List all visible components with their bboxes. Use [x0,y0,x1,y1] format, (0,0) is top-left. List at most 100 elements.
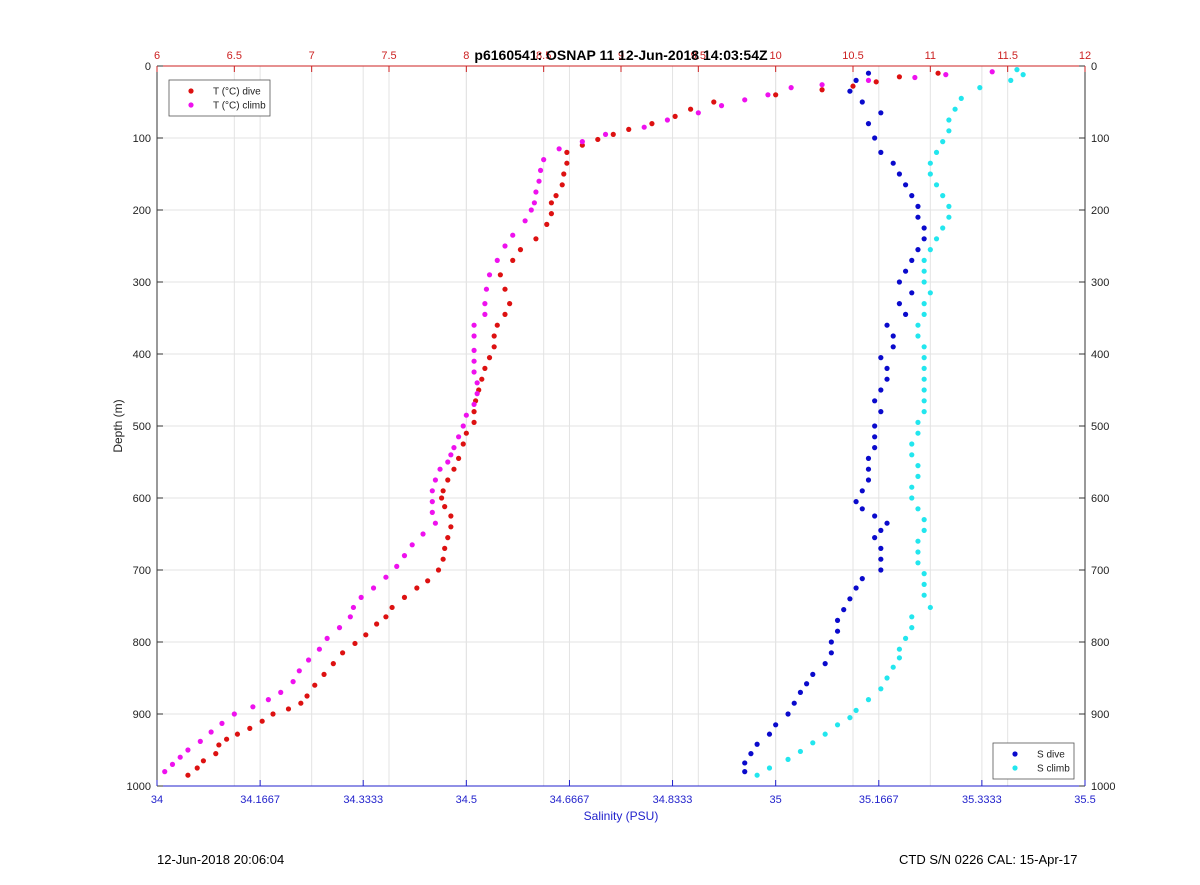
legend-salinity: S dive S climb [992,742,1075,780]
data-point [649,121,655,127]
y-tick-label-right: 100 [1091,133,1109,145]
data-point [432,520,438,526]
data-point [933,236,940,242]
data-point [765,92,771,98]
bottom-tick-label: 34.3333 [343,794,383,806]
x-axis-label: Salinity (PSU) [584,809,659,823]
data-point [788,85,794,91]
data-point [872,434,878,440]
data-point [896,171,903,177]
data-point [878,110,884,116]
y-axis-label: Depth (m) [111,399,125,452]
y-tick-label-right: 1000 [1091,781,1115,793]
data-point [440,556,446,562]
data-point [460,441,466,447]
legend-marker [1012,765,1018,771]
legend-label: T (°C) climb [213,101,266,112]
data-point [940,139,946,145]
data-point [564,149,570,155]
data-point [602,131,609,137]
data-point [541,157,547,163]
bottom-tick-label: 35.3333 [962,794,1002,806]
data-point [915,463,921,469]
data-point [324,635,330,642]
data-point [429,488,435,494]
data-point [482,365,488,371]
data-point [442,545,448,552]
data-point [878,387,884,393]
data-point [859,99,865,105]
data-point [909,257,915,263]
y-tick-label: 400 [133,349,151,361]
legend-box [168,79,271,117]
data-point [896,655,903,661]
data-point [878,355,884,361]
data-point [915,247,921,253]
top-tick-label: 12 [1079,50,1091,62]
data-point [853,707,859,714]
data-point [742,769,748,775]
data-point [420,531,426,537]
data-point [896,646,903,652]
data-point [872,535,878,541]
data-point [429,509,435,515]
top-tick-label: 11.5 [997,50,1018,62]
data-point [270,711,276,717]
data-point [564,160,570,166]
data-point [517,247,524,253]
data-point [909,452,915,458]
data-point [927,290,933,296]
data-point [921,365,927,371]
data-point [350,604,357,611]
top-tick-label: 9 [618,50,624,62]
legend-marker [1012,751,1018,757]
data-point [448,513,454,519]
data-point [528,207,534,213]
series-t-c-climb [162,69,995,775]
data-point [445,477,451,483]
data-point [834,617,841,624]
data-point [921,311,927,317]
data-point [409,542,415,548]
data-point [425,578,431,584]
data-point [548,200,555,206]
data-point [471,419,477,425]
data-point [810,740,816,746]
data-point [902,311,909,317]
data-point [946,128,952,134]
data-point [610,131,616,137]
data-point [370,585,377,591]
data-point [890,344,896,350]
data-point [216,742,222,748]
data-point [912,74,918,81]
y-tick-label-right: 400 [1091,349,1109,361]
y-tick-label-right: 0 [1091,61,1097,73]
axes: 0 0 100 100 200 200 300 300 400 400 500 500 600 600 70… [111,47,1115,823]
bottom-tick-label: 34.6667 [550,794,590,806]
data-point [921,398,927,404]
data-point [491,344,497,350]
data-point [915,419,921,425]
data-point [259,718,265,724]
data-point [819,87,825,93]
data-point [797,748,804,755]
data-point [773,722,779,728]
data-point [878,567,884,573]
data-point [688,106,694,112]
data-point [915,203,921,209]
data-point [234,731,241,737]
data-point [463,412,469,418]
data-point [834,722,841,728]
data-point [471,322,477,328]
data-point [884,365,890,371]
timestamp-footer: 12-Jun-2018 20:06:04 [157,852,285,867]
data-point [927,247,933,253]
data-point [502,243,508,249]
top-tick-label: 8 [463,50,469,62]
data-point [935,70,941,76]
data-point [853,585,859,591]
data-point [915,333,921,339]
data-point [853,77,859,83]
data-point [915,473,921,479]
